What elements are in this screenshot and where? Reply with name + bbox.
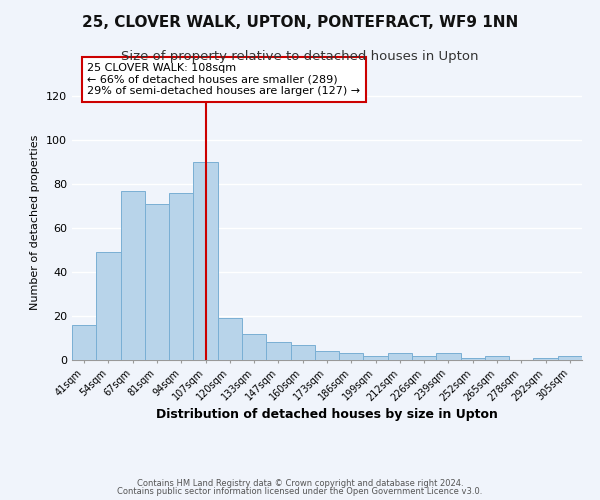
Bar: [290, 344, 315, 360]
Bar: [242, 334, 266, 360]
Text: Contains public sector information licensed under the Open Government Licence v3: Contains public sector information licen…: [118, 487, 482, 496]
Text: Contains HM Land Registry data © Crown copyright and database right 2024.: Contains HM Land Registry data © Crown c…: [137, 478, 463, 488]
Text: 25, CLOVER WALK, UPTON, PONTEFRACT, WF9 1NN: 25, CLOVER WALK, UPTON, PONTEFRACT, WF9 …: [82, 15, 518, 30]
Bar: [339, 354, 364, 360]
Bar: [533, 358, 558, 360]
Bar: [388, 354, 412, 360]
Text: 25 CLOVER WALK: 108sqm
← 66% of detached houses are smaller (289)
29% of semi-de: 25 CLOVER WALK: 108sqm ← 66% of detached…: [88, 63, 361, 96]
Text: Size of property relative to detached houses in Upton: Size of property relative to detached ho…: [121, 50, 479, 63]
Bar: [169, 193, 193, 360]
Y-axis label: Number of detached properties: Number of detached properties: [31, 135, 40, 310]
Bar: [315, 351, 339, 360]
Bar: [436, 354, 461, 360]
Bar: [558, 356, 582, 360]
Bar: [193, 162, 218, 360]
Bar: [72, 325, 96, 360]
Bar: [145, 204, 169, 360]
Bar: [218, 318, 242, 360]
Bar: [412, 356, 436, 360]
Bar: [96, 252, 121, 360]
Bar: [266, 342, 290, 360]
Bar: [121, 190, 145, 360]
Bar: [485, 356, 509, 360]
Bar: [461, 358, 485, 360]
Bar: [364, 356, 388, 360]
X-axis label: Distribution of detached houses by size in Upton: Distribution of detached houses by size …: [156, 408, 498, 421]
